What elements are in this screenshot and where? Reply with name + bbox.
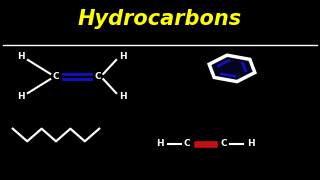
Text: C: C <box>94 72 101 81</box>
Text: H: H <box>247 140 255 148</box>
Text: C: C <box>53 72 59 81</box>
Text: H: H <box>156 140 164 148</box>
Text: C: C <box>184 140 190 148</box>
Text: H: H <box>17 52 25 61</box>
Text: Hydrocarbons: Hydrocarbons <box>78 9 242 29</box>
Text: C: C <box>221 140 227 148</box>
Text: H: H <box>119 92 127 101</box>
Polygon shape <box>209 55 255 82</box>
Text: H: H <box>17 92 25 101</box>
Text: H: H <box>119 52 127 61</box>
